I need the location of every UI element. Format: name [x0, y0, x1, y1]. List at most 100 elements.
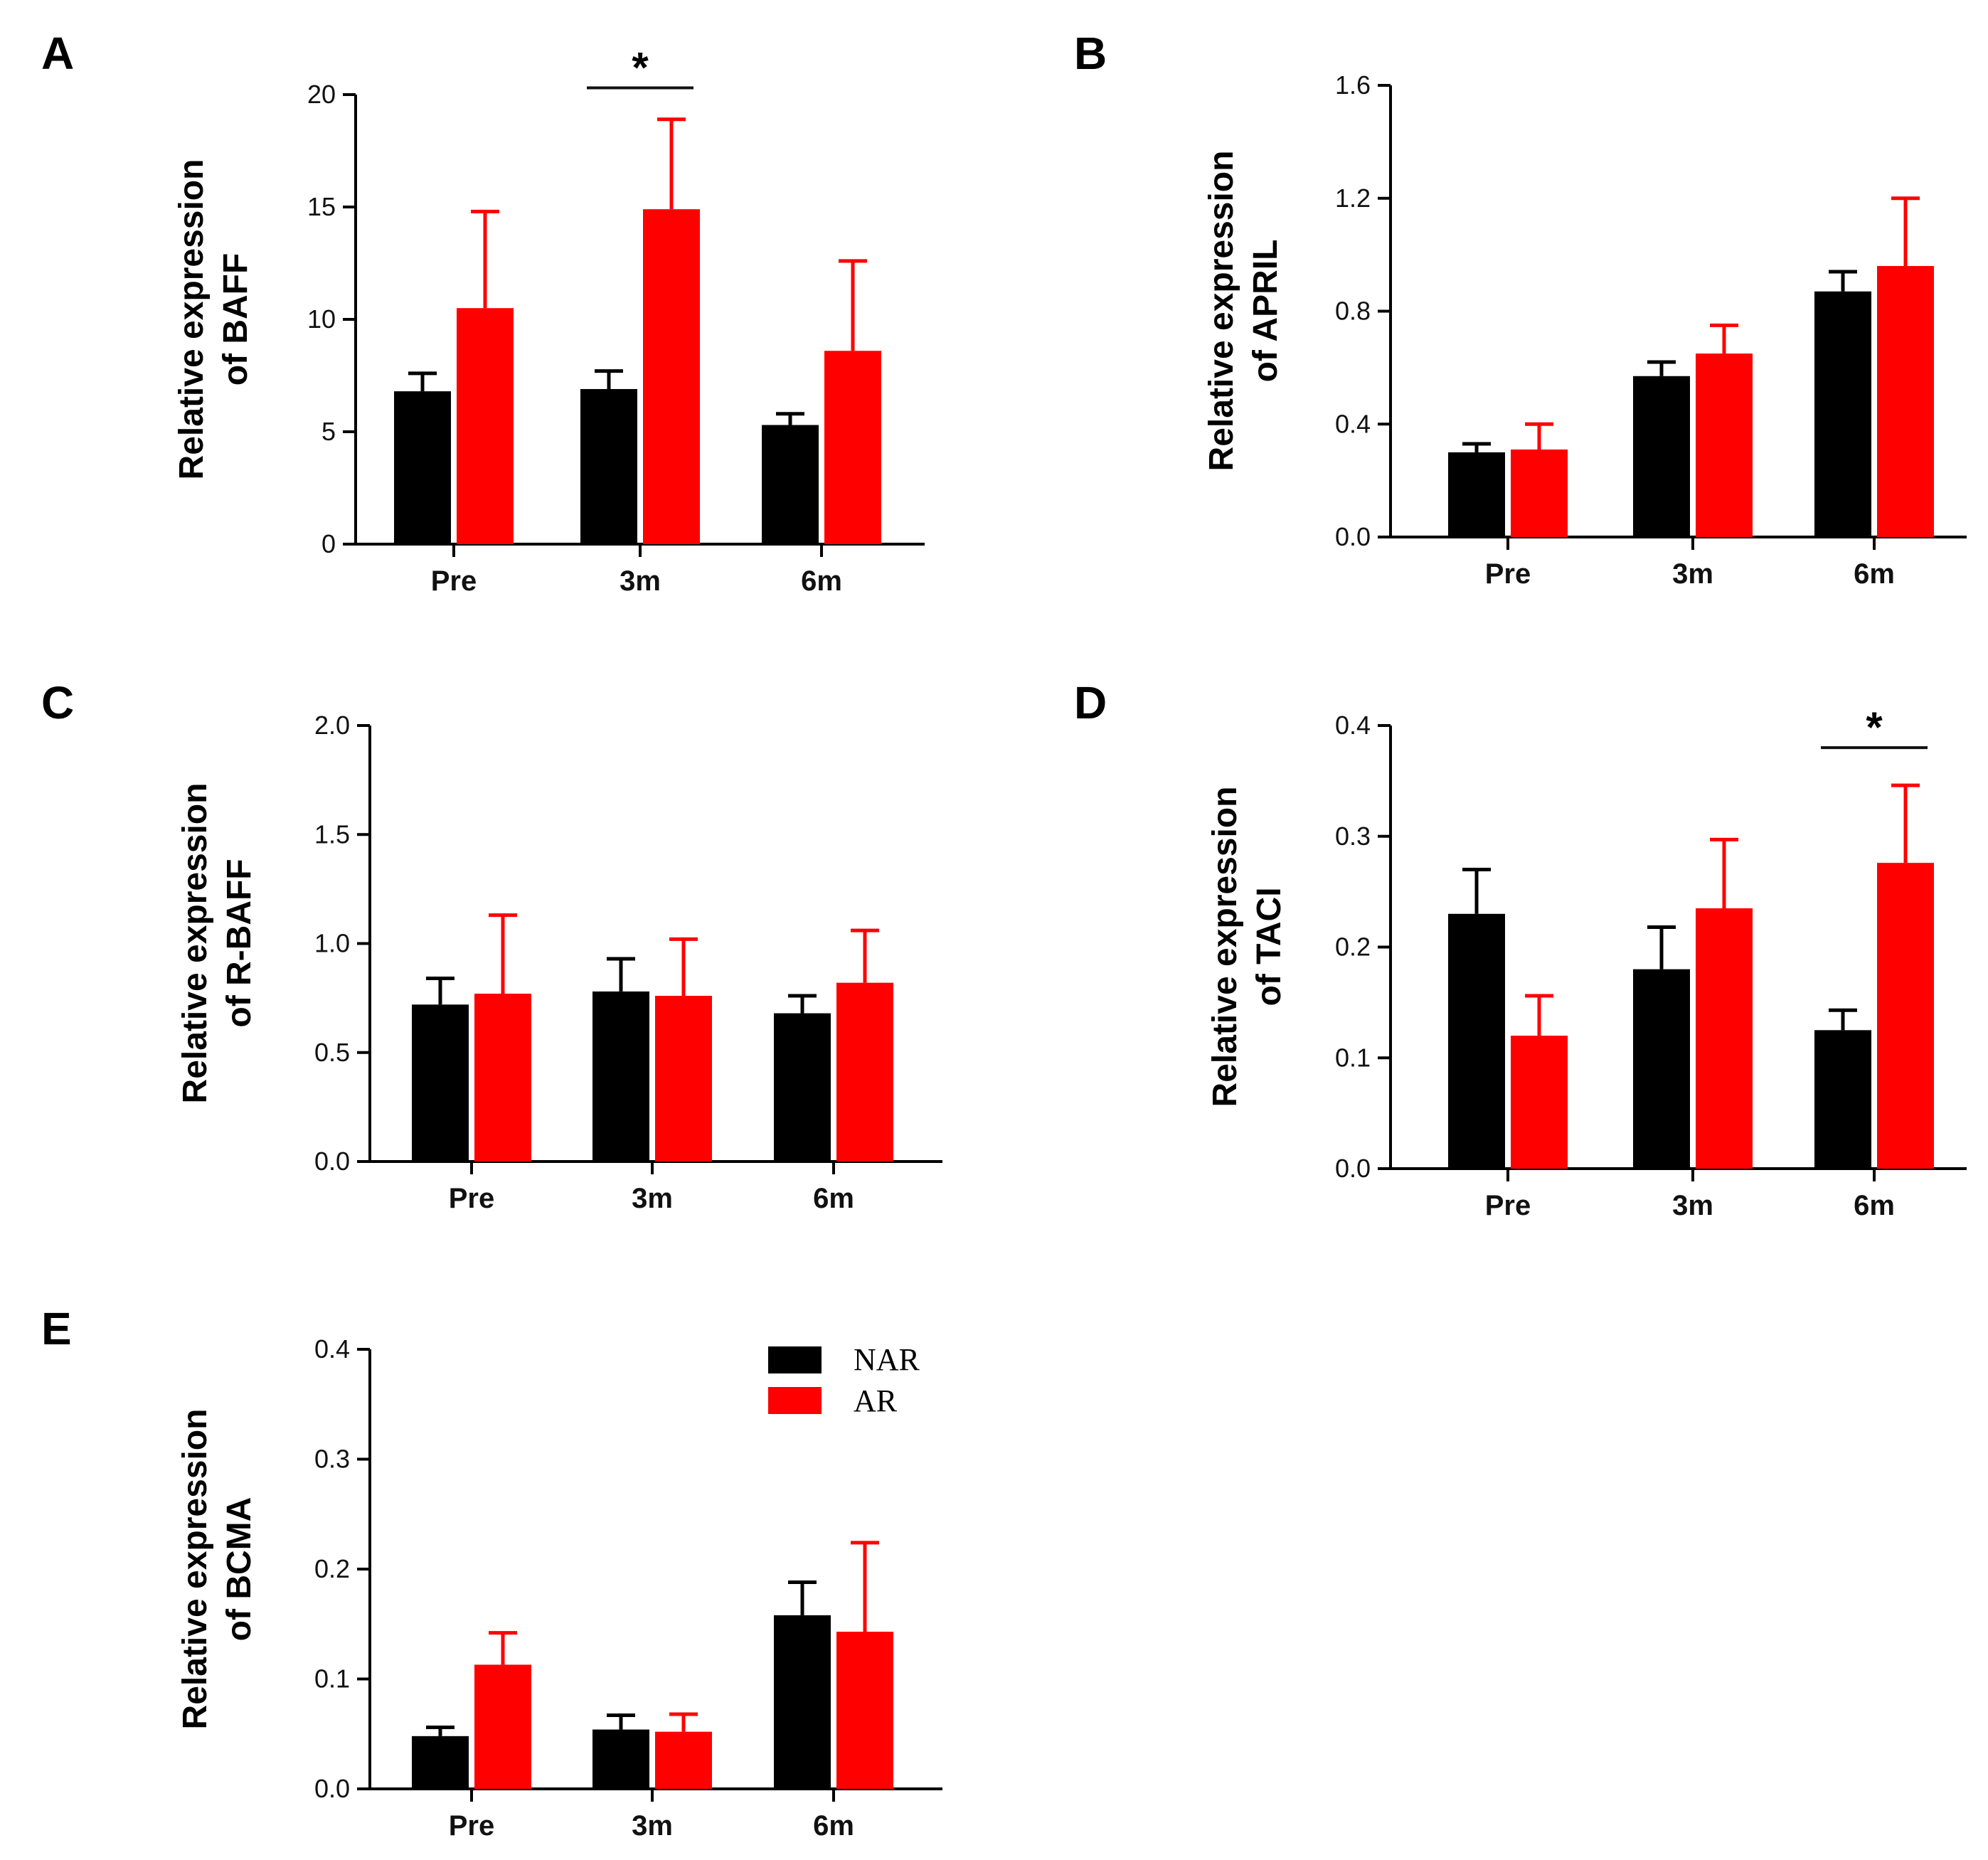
x-tick-label: Pre	[431, 565, 477, 597]
y-axis-title-line: Relative expression	[1203, 151, 1240, 472]
y-axis-title: Relative expression of TACI	[1206, 787, 1288, 1107]
y-tick-label: 0.4	[1335, 711, 1371, 740]
bar-ar-3m	[643, 209, 700, 544]
y-tick-label: 0.4	[1335, 409, 1371, 438]
bar-ar-6m	[824, 351, 881, 544]
x-tick-label: 3m	[632, 1810, 673, 1842]
y-tick-label: 0.0	[1335, 522, 1371, 551]
y-tick-label: 0.3	[1335, 822, 1371, 851]
y-tick-label: 20	[307, 80, 336, 109]
bar-ar-6m	[1877, 266, 1934, 537]
bar-nar-6m	[1814, 1030, 1871, 1169]
bar-nar-3m	[592, 991, 649, 1162]
bar-ar-pre	[457, 308, 514, 544]
y-tick-label: 5	[321, 417, 336, 446]
bar-nar-6m	[762, 425, 819, 544]
y-tick-label: 0.2	[1335, 932, 1371, 962]
y-tick-label: 0.1	[1335, 1043, 1371, 1072]
x-tick-label: 6m	[813, 1810, 854, 1842]
bar-ar-3m	[1696, 354, 1753, 537]
bar-nar-pre	[394, 391, 451, 544]
y-tick-label: 1.0	[314, 929, 350, 958]
chart-panel-b: B Relative expression of APRIL 0.0 0.4 0.8 1.2…	[1074, 28, 1967, 590]
x-tick-label: 6m	[813, 1183, 854, 1214]
panel-letter: B	[1074, 28, 1107, 79]
bar-ar-6m	[836, 1632, 893, 1789]
bar-nar-3m	[592, 1729, 649, 1789]
x-tick-label: 3m	[1672, 1190, 1713, 1221]
bar-ar-3m	[1696, 908, 1753, 1169]
legend-swatch-ar	[768, 1387, 822, 1414]
bar-ar-pre	[474, 993, 531, 1162]
y-axis-title-line: Relative expression	[176, 783, 214, 1104]
y-axis-title-line: of BAFF	[217, 253, 255, 386]
bar-nar-pre	[1448, 452, 1505, 537]
significance-star: *	[1866, 703, 1883, 751]
y-axis-title: Relative expression of BAFF	[173, 159, 255, 480]
y-tick-label: 0.0	[1335, 1154, 1371, 1183]
bar-nar-6m	[774, 1615, 831, 1789]
legend-label-ar: AR	[854, 1383, 898, 1418]
bar-ar-6m	[1877, 863, 1934, 1169]
y-axis-title: Relative expression of R-BAFF	[176, 783, 258, 1104]
legend-label-nar: NAR	[854, 1342, 920, 1377]
x-tick-label: Pre	[1485, 1190, 1531, 1221]
panel-letter: A	[41, 28, 74, 79]
y-tick-label: 1.6	[1335, 70, 1371, 100]
y-tick-label: 1.2	[1335, 184, 1371, 213]
bar-nar-3m	[580, 388, 637, 544]
bar-ar-pre	[1511, 449, 1568, 537]
bar-nar-pre	[1448, 913, 1505, 1169]
bar-nar-3m	[1633, 969, 1690, 1169]
x-tick-label: 6m	[1854, 558, 1895, 590]
bar-nar-pre	[412, 1004, 469, 1162]
y-tick-label: 0.4	[314, 1334, 350, 1364]
y-axis-title-line: Relative expression	[173, 159, 211, 480]
x-tick-label: 3m	[1672, 558, 1713, 590]
x-tick-label: 6m	[801, 565, 842, 597]
y-tick-label: 0.0	[314, 1774, 350, 1803]
significance-star: *	[632, 44, 649, 92]
y-tick-label: 0.5	[314, 1038, 350, 1067]
x-tick-label: Pre	[1485, 558, 1531, 590]
panel-letter: D	[1074, 677, 1107, 728]
y-tick-label: 0.2	[314, 1554, 350, 1583]
y-tick-label: 0.0	[314, 1147, 350, 1176]
y-tick-label: 2.0	[314, 711, 350, 740]
bar-nar-6m	[774, 1013, 831, 1162]
y-tick-label: 10	[307, 304, 336, 334]
y-tick-label: 15	[307, 192, 336, 221]
y-axis-title-line: Relative expression	[1206, 787, 1244, 1107]
y-axis-title-line: of TACI	[1250, 887, 1288, 1006]
bar-nar-6m	[1814, 291, 1871, 537]
y-axis-title-line: of BCMA	[220, 1497, 258, 1642]
y-tick-label: 0	[321, 529, 336, 558]
chart-panel-e: E Relative expression of BCMA 0.0 0.1 0.2 0.3 0…	[41, 1303, 942, 1842]
y-axis-title-line: Relative expression	[176, 1409, 214, 1730]
chart-panel-d: D Relative expression of TACI 0.0 0.1 0.2 0.3 0…	[1074, 677, 1967, 1221]
bar-ar-pre	[474, 1664, 531, 1789]
y-tick-label: 0.8	[1335, 297, 1371, 326]
y-tick-label: 0.3	[314, 1445, 350, 1474]
x-tick-label: Pre	[449, 1810, 495, 1842]
y-tick-label: 0.1	[314, 1664, 350, 1694]
x-tick-label: Pre	[449, 1183, 495, 1214]
legend-swatch-nar	[768, 1346, 822, 1373]
y-axis-title-line: of R-BAFF	[220, 859, 258, 1027]
legend: NAR AR	[768, 1342, 920, 1418]
bar-ar-3m	[655, 1731, 712, 1789]
x-tick-label: 3m	[620, 565, 661, 597]
y-axis-title: Relative expression of BCMA	[176, 1409, 258, 1730]
y-tick-label: 1.5	[314, 819, 350, 849]
panel-letter: E	[41, 1303, 72, 1354]
bar-nar-3m	[1633, 376, 1690, 537]
bar-ar-6m	[836, 982, 893, 1162]
bar-ar-pre	[1511, 1036, 1568, 1169]
x-tick-label: 6m	[1854, 1190, 1895, 1221]
chart-panel-c: C Relative expression of R-BAFF 0.0 0.5 1.0 1.…	[41, 677, 942, 1214]
panel-letter: C	[41, 677, 74, 728]
bar-nar-pre	[412, 1736, 469, 1789]
chart-panel-a: A Relative expression of BAFF 0 5 10 15 20 Pre 3m…	[41, 28, 925, 597]
